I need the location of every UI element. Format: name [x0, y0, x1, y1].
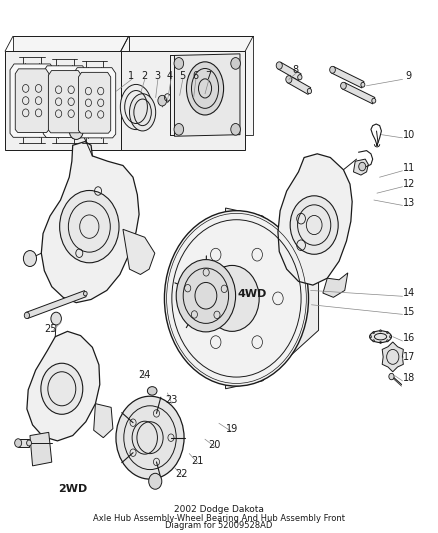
Ellipse shape [276, 62, 283, 69]
Polygon shape [43, 66, 86, 138]
Circle shape [149, 473, 162, 489]
Circle shape [231, 58, 240, 69]
Circle shape [41, 364, 83, 414]
Circle shape [51, 312, 61, 325]
Text: 20: 20 [208, 440, 221, 450]
Ellipse shape [187, 62, 223, 115]
Polygon shape [343, 83, 375, 104]
Circle shape [359, 163, 366, 171]
Polygon shape [78, 72, 111, 133]
Polygon shape [226, 208, 318, 389]
Polygon shape [5, 51, 121, 150]
Ellipse shape [24, 312, 29, 319]
Polygon shape [13, 36, 129, 135]
Text: 2002 Dodge Dakota: 2002 Dodge Dakota [174, 505, 264, 514]
Text: 15: 15 [403, 306, 415, 317]
Ellipse shape [27, 440, 32, 446]
Ellipse shape [361, 82, 365, 87]
Polygon shape [121, 51, 245, 150]
Polygon shape [74, 68, 116, 138]
Circle shape [174, 58, 184, 69]
Polygon shape [278, 154, 352, 285]
Ellipse shape [14, 439, 21, 447]
Circle shape [60, 190, 119, 263]
Text: 8: 8 [292, 65, 298, 75]
Text: 21: 21 [191, 456, 203, 465]
Polygon shape [26, 290, 86, 318]
Text: Diagram for 52009528AD: Diagram for 52009528AD [165, 521, 273, 530]
Ellipse shape [307, 88, 311, 94]
Text: 3: 3 [154, 71, 160, 81]
Text: 24: 24 [138, 370, 151, 381]
Circle shape [69, 123, 83, 140]
Polygon shape [174, 54, 240, 136]
Text: Axle Hub Assembly-Wheel Bearing And Hub Assembly Front: Axle Hub Assembly-Wheel Bearing And Hub … [93, 514, 345, 523]
Polygon shape [278, 62, 301, 80]
Circle shape [389, 373, 394, 379]
Text: 4: 4 [167, 71, 173, 81]
Text: 10: 10 [403, 130, 415, 140]
Text: 5: 5 [179, 71, 185, 81]
Circle shape [116, 396, 184, 479]
Text: 23: 23 [165, 395, 177, 406]
Text: 9: 9 [406, 71, 412, 81]
Text: 25: 25 [45, 324, 57, 334]
Ellipse shape [372, 98, 376, 103]
Text: 2: 2 [141, 71, 147, 81]
Text: 12: 12 [403, 179, 415, 189]
Circle shape [290, 196, 338, 254]
Text: 11: 11 [403, 163, 415, 173]
Polygon shape [288, 76, 311, 94]
Polygon shape [382, 342, 403, 372]
Ellipse shape [330, 66, 336, 73]
Polygon shape [48, 70, 81, 133]
Polygon shape [94, 403, 113, 438]
Text: 6: 6 [192, 71, 198, 81]
Text: 4WD: 4WD [237, 289, 266, 299]
Polygon shape [129, 36, 253, 135]
Polygon shape [15, 69, 49, 132]
Polygon shape [323, 273, 348, 297]
Polygon shape [18, 439, 29, 447]
Text: 7: 7 [205, 71, 211, 81]
Text: 13: 13 [403, 198, 415, 208]
Text: 19: 19 [226, 424, 238, 434]
Text: 18: 18 [403, 373, 415, 383]
Polygon shape [332, 67, 364, 88]
Text: 22: 22 [176, 469, 188, 479]
Polygon shape [123, 229, 155, 274]
Circle shape [174, 124, 184, 135]
Circle shape [158, 95, 166, 106]
Ellipse shape [370, 331, 392, 343]
Text: 2WD: 2WD [58, 484, 87, 494]
Circle shape [176, 260, 236, 332]
Circle shape [164, 211, 308, 386]
Ellipse shape [341, 82, 346, 89]
Circle shape [23, 251, 36, 266]
Ellipse shape [84, 292, 87, 296]
Polygon shape [27, 332, 100, 441]
Ellipse shape [130, 94, 155, 131]
Polygon shape [30, 432, 52, 466]
Ellipse shape [120, 84, 152, 130]
Polygon shape [41, 142, 139, 303]
Ellipse shape [148, 386, 157, 395]
Text: 14: 14 [403, 288, 415, 298]
Text: 1: 1 [128, 71, 134, 81]
Polygon shape [10, 64, 54, 138]
Circle shape [231, 124, 240, 135]
Polygon shape [353, 159, 368, 175]
Ellipse shape [127, 415, 162, 461]
Ellipse shape [298, 75, 302, 80]
Circle shape [205, 265, 259, 332]
Text: 17: 17 [403, 352, 415, 362]
Text: 16: 16 [403, 333, 415, 343]
Ellipse shape [286, 76, 292, 83]
